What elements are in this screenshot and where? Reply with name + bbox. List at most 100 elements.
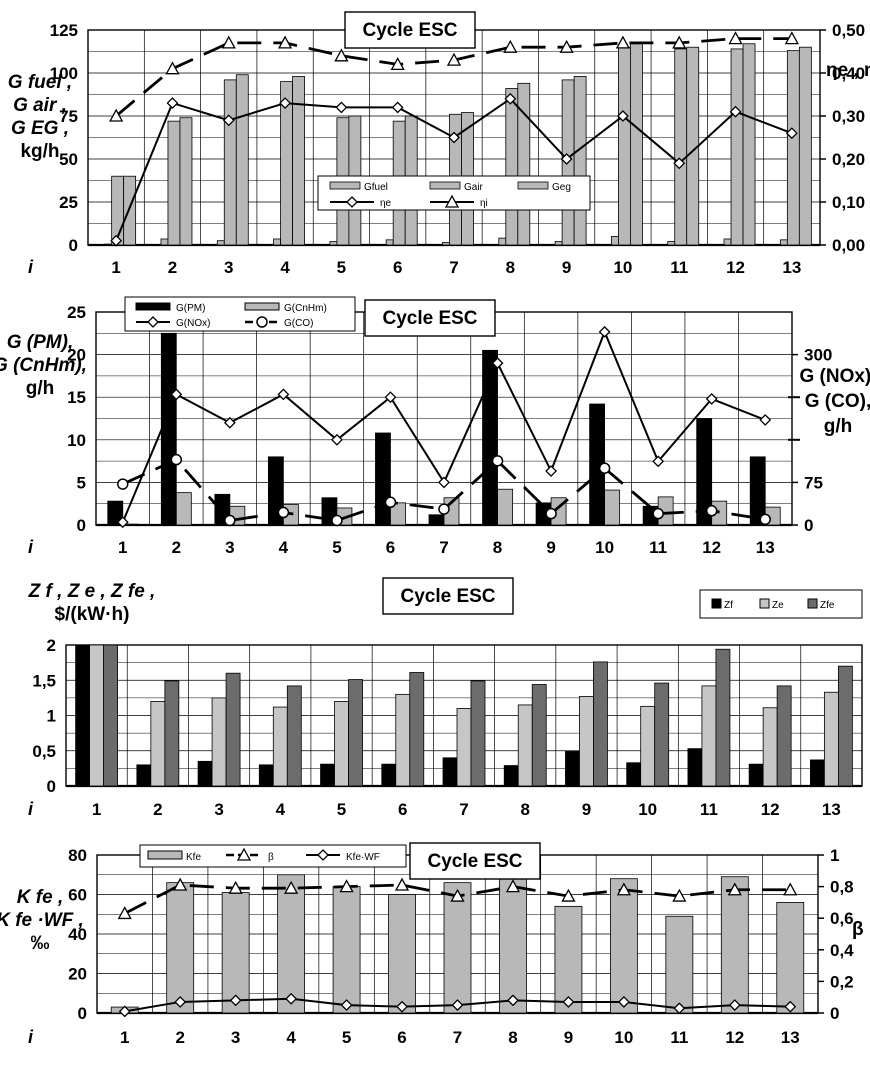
- bar-gair: [505, 88, 519, 246]
- legend-marker: [317, 849, 329, 861]
- y-axis-label: g/h: [26, 378, 55, 399]
- point-triangle: [672, 35, 687, 49]
- y-tick-label: 100: [50, 64, 78, 83]
- x-tick-label: 4: [279, 538, 289, 557]
- bar-zfe: [164, 680, 180, 787]
- bar-zfe: [776, 685, 792, 787]
- x-tick-label: 2: [168, 258, 177, 277]
- chart-title: Cycle ESC: [400, 586, 495, 607]
- point-triangle: [165, 61, 180, 75]
- bar-zf: [748, 763, 764, 787]
- point-triangle: [117, 906, 132, 920]
- bar-gfuel: [498, 237, 507, 246]
- point-diamond: [277, 388, 290, 401]
- x-tick-label: 2: [153, 800, 162, 819]
- x-tick-label: 3: [214, 800, 223, 819]
- x-tick-label: 11: [670, 258, 688, 277]
- y2-tick-label: 300: [804, 346, 832, 365]
- y2-tick-label: 0,2: [830, 972, 854, 991]
- point-circle: [438, 503, 450, 515]
- legend-swatch: [244, 302, 280, 311]
- y-axis-label: G (CnHm),: [0, 355, 87, 376]
- y-tick-label: 10: [67, 431, 86, 450]
- bar-ze: [211, 697, 227, 787]
- y2-tick-label: 1: [830, 846, 839, 865]
- bar-zf: [197, 760, 213, 787]
- point-diamond: [504, 92, 517, 105]
- x-tick-label: 4: [276, 800, 286, 819]
- x-tick-label: 8: [520, 800, 529, 819]
- point-diamond: [170, 388, 183, 401]
- x-tick-label: 2: [172, 538, 181, 557]
- x-tick-label: 12: [726, 258, 745, 277]
- bar-zf: [320, 763, 335, 787]
- y-tick-label: 1,5: [32, 671, 56, 690]
- legend-label: ηi: [480, 198, 488, 209]
- point-circle: [170, 453, 183, 466]
- bar-gfuel: [104, 243, 113, 246]
- y2-tick-label: 0,20: [832, 150, 865, 169]
- bar-gair: [674, 48, 688, 246]
- point-triangle: [339, 879, 354, 893]
- x-tick-label: 6: [398, 800, 407, 819]
- bar-gfuel: [442, 242, 450, 246]
- bar-kfe: [554, 905, 583, 1014]
- bar-gcnhm: [175, 492, 192, 526]
- x-tick-label: 13: [822, 800, 841, 819]
- point-circle: [598, 462, 611, 474]
- x-tick-label: 1: [92, 800, 101, 819]
- y-tick-label: 0: [78, 1004, 87, 1023]
- bar-zfe: [470, 680, 486, 787]
- bar-zfe: [593, 661, 608, 787]
- legend-label: G(PM): [176, 303, 205, 314]
- x-tick-label: 10: [614, 1028, 633, 1047]
- bar-gfuel: [385, 239, 394, 246]
- point-diamond: [285, 992, 298, 1005]
- chart-title: Cycle ESC: [362, 20, 457, 41]
- x-tick-label: 5: [332, 538, 341, 557]
- bar-zf: [258, 764, 274, 787]
- bar-gfuel: [779, 239, 788, 246]
- bar-zfe: [531, 684, 547, 787]
- bar-gfuel: [554, 241, 563, 246]
- point-diamond: [451, 999, 464, 1012]
- y-tick-label: 2: [47, 636, 56, 655]
- x-tick-label: 13: [756, 538, 775, 557]
- point-triangle: [221, 35, 236, 49]
- bar-ze: [334, 701, 349, 787]
- x-tick-label: 4: [280, 258, 290, 277]
- x-tick-label: 5: [337, 258, 346, 277]
- bar-gfuel: [667, 241, 676, 246]
- bar-kfe: [665, 915, 694, 1014]
- chart-title-box: [364, 299, 496, 337]
- x-tick-label: 6: [397, 1028, 406, 1047]
- point-diamond: [598, 325, 611, 338]
- x-tick-label: 11: [700, 800, 718, 819]
- bar-geg: [292, 76, 305, 246]
- legend-swatch: [135, 302, 171, 311]
- bar-kfe: [388, 894, 416, 1014]
- point-triangle: [109, 108, 124, 122]
- bar-zf: [75, 644, 91, 787]
- point-diamond: [545, 465, 557, 477]
- bar-ze: [640, 705, 656, 787]
- point-diamond: [229, 994, 242, 1007]
- x-tick-label: 11: [649, 538, 667, 557]
- legend-label: β: [268, 852, 274, 863]
- x-tick-label: 8: [506, 258, 515, 277]
- point-circle: [759, 513, 771, 526]
- y-axis-label: K fe ·WF ,: [0, 910, 84, 931]
- chart-title: Cycle ESC: [382, 308, 477, 329]
- point-circle: [117, 478, 129, 490]
- bar-ze: [579, 696, 594, 787]
- x-tick-label: 1: [118, 538, 127, 557]
- x-axis-symbol: i: [28, 537, 34, 557]
- bar-zfe: [225, 672, 241, 787]
- y2-axis-label: G (NOx),: [799, 366, 870, 387]
- point-triangle: [728, 31, 743, 45]
- y2-axis-label: β: [852, 919, 864, 940]
- bar-gpm: [482, 349, 498, 526]
- bar-kfe: [166, 882, 195, 1014]
- point-diamond: [279, 97, 291, 110]
